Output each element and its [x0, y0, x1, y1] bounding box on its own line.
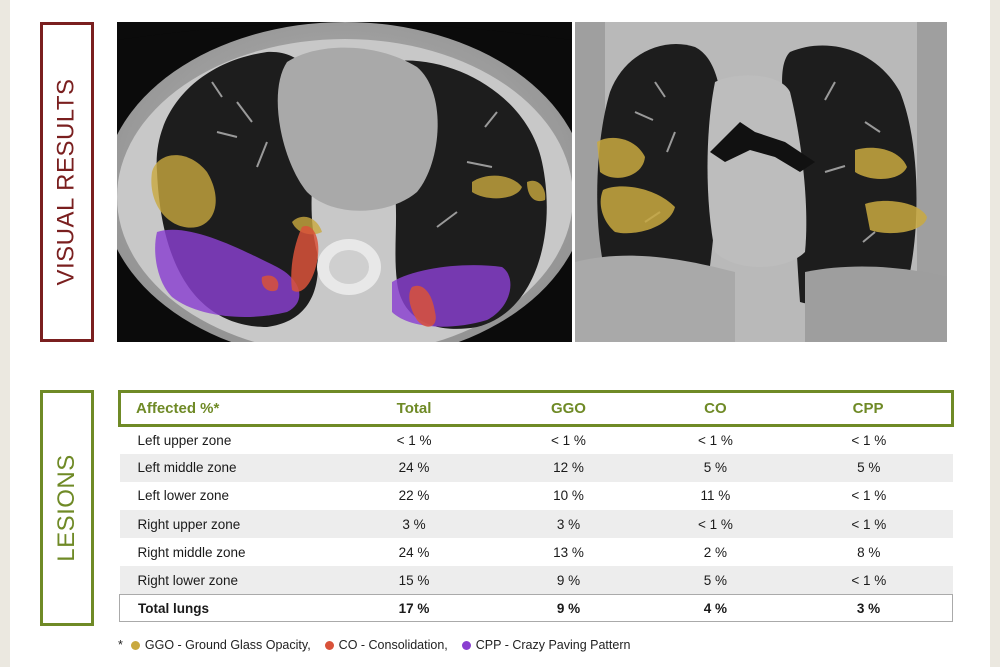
cell-cpp: < 1 % — [851, 488, 887, 504]
ggo-dot-icon — [130, 640, 140, 650]
legend: * GGO - Ground Glass Opacity, CO - Conso… — [118, 638, 636, 652]
cell-ggo: 10 % — [553, 488, 584, 504]
legend-text-cpp: CPP - Crazy Paving Pattern — [475, 638, 631, 652]
legend-text-ggo: GGO - Ground Glass Opacity, — [144, 638, 311, 652]
ggo-region-coronal — [597, 137, 645, 178]
legend-text-co: CO - Consolidation, — [338, 638, 448, 652]
left-lung-coronal — [782, 45, 917, 306]
legend-item-co: CO - Consolidation, — [317, 638, 448, 652]
table-row: Left middle zone 24 % 12 % 5 % 5 % — [119, 453, 953, 482]
cell-co: 11 % — [700, 488, 731, 504]
table-row: Left lower zone 22 % 10 % 11 % < 1 % — [120, 482, 953, 510]
cell-total: 24 % — [398, 544, 430, 560]
header-co: CO — [645, 390, 786, 427]
table-header-row: Affected %* Total GGO CO CPP — [117, 390, 955, 427]
cell-co: < 1 % — [645, 510, 786, 539]
legend-asterisk: * — [118, 638, 123, 652]
cell-zone: Left lower zone — [137, 488, 230, 504]
cell-total: 17 % — [336, 594, 492, 623]
cell-zone: Total lungs — [118, 594, 337, 623]
header-cpp: CPP — [785, 390, 955, 427]
cpp-region — [155, 229, 300, 317]
visual-results-label: VISUAL RESULTS — [40, 22, 94, 342]
cell-cpp: 8 % — [857, 544, 881, 560]
cell-cpp: < 1 % — [785, 566, 953, 595]
cell-cpp: < 1 % — [785, 510, 953, 539]
cell-ggo: 12 % — [491, 453, 646, 482]
cell-co: 4 % — [645, 594, 786, 623]
cell-total: < 1 % — [396, 432, 432, 448]
legend-item-ggo: GGO - Ground Glass Opacity, — [123, 638, 311, 652]
ggo-region — [151, 155, 216, 228]
cell-zone: Right upper zone — [119, 510, 337, 539]
co-dot-icon — [324, 640, 334, 650]
cell-ggo: 9 % — [491, 594, 646, 623]
cell-co: 2 % — [703, 544, 728, 560]
header-ggo: GGO — [491, 390, 646, 427]
cell-ggo: 13 % — [553, 544, 584, 560]
cell-total: 15 % — [336, 566, 492, 595]
cell-total: 22 % — [398, 488, 430, 504]
table-row: Right middle zone 24 % 13 % 2 % 8 % — [120, 538, 953, 566]
cell-co: 5 % — [645, 566, 786, 595]
mediastinum — [707, 75, 807, 267]
header-total: Total — [336, 390, 492, 427]
table-row: Right lower zone 15 % 9 % 5 % < 1 % — [119, 566, 953, 595]
ct-axial-svg — [117, 22, 572, 342]
table-row: Right upper zone 3 % 3 % < 1 % < 1 % — [119, 510, 953, 539]
cell-total: 3 % — [336, 510, 492, 539]
cpp-dot-icon — [461, 640, 471, 650]
cell-total: 24 % — [336, 453, 492, 482]
co-region — [291, 226, 319, 292]
cell-ggo: 9 % — [491, 566, 646, 595]
ct-axial-image — [117, 22, 572, 342]
cell-zone: Right lower zone — [119, 566, 337, 595]
table-row: Left upper zone < 1 % < 1 % < 1 % < 1 % — [120, 426, 953, 454]
cell-zone: Left middle zone — [119, 453, 337, 482]
cell-co: 5 % — [645, 453, 786, 482]
legend-item-cpp: CPP - Crazy Paving Pattern — [454, 638, 631, 652]
lesions-label: LESIONS — [40, 390, 94, 626]
heart — [277, 47, 438, 211]
cell-zone: Right middle zone — [137, 544, 246, 560]
ct-coronal-svg — [575, 22, 947, 342]
cell-ggo: < 1 % — [551, 432, 586, 448]
total-row: Total lungs 17 % 9 % 4 % 3 % — [118, 594, 954, 623]
cell-cpp: 3 % — [785, 594, 954, 623]
header-affected: Affected %* — [117, 390, 337, 427]
cell-cpp: < 1 % — [851, 432, 887, 448]
cell-zone: Left upper zone — [137, 432, 232, 448]
cell-ggo: 3 % — [491, 510, 646, 539]
cell-co: < 1 % — [697, 432, 733, 448]
cell-cpp: 5 % — [785, 453, 953, 482]
lesions-text: LESIONS — [53, 454, 81, 562]
ct-coronal-image — [575, 22, 947, 342]
lesions-table: Affected %* Total GGO CO CPP Left upper … — [117, 390, 955, 623]
visual-results-text: VISUAL RESULTS — [53, 78, 80, 286]
right-lung-coronal — [597, 44, 723, 306]
